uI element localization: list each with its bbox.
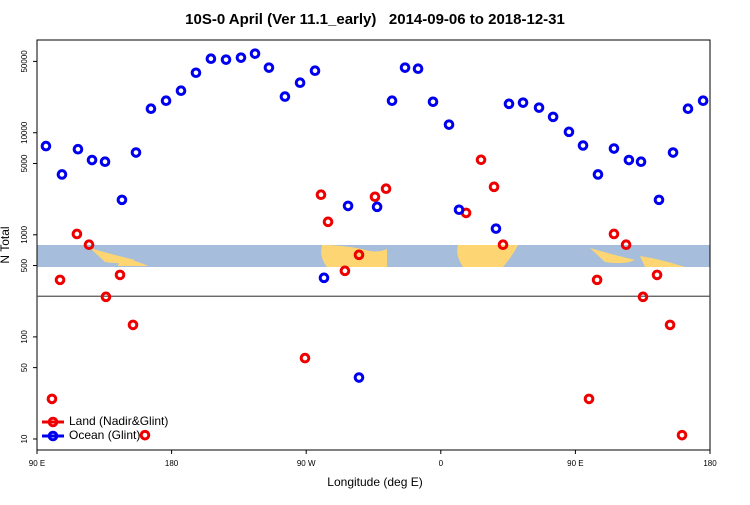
point [664, 319, 676, 331]
y-tick-label: 500 [20, 258, 29, 272]
x-axis-label: Longitude (deg E) [327, 475, 422, 489]
y-tick-label: 5000 [20, 154, 29, 172]
point [130, 147, 142, 158]
legend-label: Ocean (Glint) [69, 428, 140, 442]
point [294, 77, 306, 89]
y-tick-label: 10 [20, 434, 29, 443]
point [46, 393, 58, 405]
point [620, 239, 632, 251]
point [667, 147, 679, 158]
point [86, 154, 98, 166]
point [249, 48, 261, 59]
point [497, 239, 509, 251]
point [353, 372, 365, 383]
point [315, 189, 327, 201]
point [412, 63, 424, 74]
map-strip [37, 245, 710, 267]
point [160, 95, 172, 106]
point [386, 95, 398, 106]
point [263, 62, 275, 73]
point [488, 181, 500, 193]
point [54, 274, 66, 286]
point [547, 111, 559, 123]
point [40, 140, 52, 152]
y-tick-label: 50 [20, 363, 29, 372]
point [71, 228, 83, 240]
point [635, 156, 647, 168]
point [83, 239, 95, 251]
point [145, 103, 157, 114]
point [490, 223, 502, 234]
point [353, 249, 365, 261]
point [190, 67, 202, 79]
point [299, 352, 311, 364]
x-tick-label: 180 [703, 459, 717, 468]
point [116, 194, 128, 206]
point [139, 429, 151, 441]
legend-marker [47, 430, 59, 442]
plot-frame [36, 39, 711, 451]
x-tick-label: 90 W [297, 459, 316, 468]
point [676, 429, 688, 441]
point [443, 119, 455, 130]
point [371, 201, 383, 213]
point [399, 62, 411, 73]
point [235, 52, 247, 63]
point [309, 65, 321, 77]
point [100, 291, 112, 303]
point [583, 393, 595, 405]
point [427, 96, 439, 108]
x-tick-label: 90 E [567, 459, 583, 468]
point [608, 143, 620, 154]
y-axis-label: N Total [0, 226, 12, 263]
point [220, 54, 232, 65]
y-tick-label: 50000 [20, 50, 29, 73]
point [503, 98, 515, 110]
chart-title: 10S-0 April (Ver 11.1_early) 2014-09-06 … [185, 11, 565, 28]
point [592, 169, 604, 180]
legend-label: Land (Nadir&Glint) [69, 414, 168, 428]
point [72, 143, 84, 155]
point [318, 272, 330, 284]
point [563, 126, 575, 138]
point [205, 53, 217, 65]
point [697, 95, 709, 106]
point [279, 91, 291, 102]
x-tick-label: 90 E [29, 459, 45, 468]
point [339, 265, 351, 277]
point [453, 204, 465, 216]
point [533, 102, 545, 113]
point [591, 274, 603, 286]
point [380, 183, 392, 195]
point [99, 156, 111, 168]
point [369, 191, 381, 203]
x-tick-label: 0 [439, 459, 444, 468]
point [651, 269, 663, 281]
y-tick-label: 1000 [20, 225, 29, 243]
point [175, 85, 187, 97]
point [653, 194, 665, 206]
point [682, 103, 694, 114]
x-tick-label: 180 [165, 459, 179, 468]
point [342, 200, 354, 212]
point [577, 140, 589, 151]
point [623, 154, 635, 166]
point [608, 228, 620, 240]
point [517, 97, 529, 108]
point [475, 154, 487, 166]
point [114, 269, 126, 281]
y-tick-label: 100 [20, 330, 29, 344]
point [637, 291, 649, 303]
legend-marker [47, 416, 59, 428]
y-tick-label: 10000 [20, 121, 29, 144]
point [127, 319, 139, 331]
point [56, 169, 68, 180]
point [322, 216, 334, 228]
